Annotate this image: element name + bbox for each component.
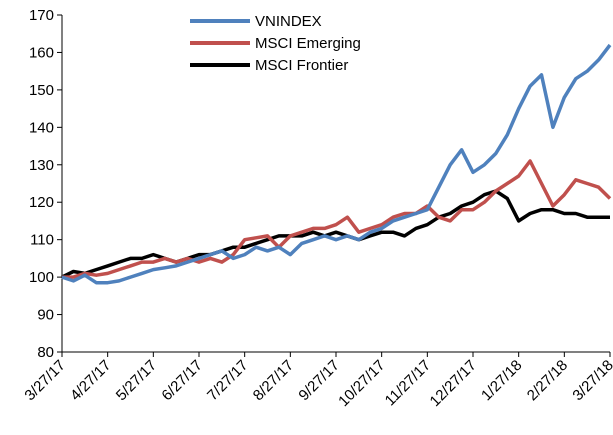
x-tick-label: 1/27/18 bbox=[478, 357, 525, 404]
x-tick-label: 4/27/17 bbox=[67, 357, 114, 404]
x-tick-label: 3/27/18 bbox=[569, 357, 613, 404]
x-tick-label: 11/27/17 bbox=[382, 357, 435, 410]
x-tick-label: 2/27/18 bbox=[524, 357, 571, 404]
x-tick-label: 5/27/17 bbox=[113, 357, 160, 404]
x-tick-label: 10/27/17 bbox=[335, 357, 388, 410]
y-tick-label: 120 bbox=[29, 194, 54, 211]
series-line bbox=[61, 43, 612, 285]
y-tick-label: 160 bbox=[29, 44, 54, 61]
y-tick-label: 130 bbox=[29, 157, 54, 174]
legend-label: MSCI Emerging bbox=[255, 35, 361, 52]
y-tick-label: 100 bbox=[29, 269, 54, 286]
x-tick-label: 8/27/17 bbox=[250, 357, 297, 404]
x-tick-label: 3/27/17 bbox=[21, 357, 68, 404]
y-tick-label: 80 bbox=[37, 344, 54, 361]
y-tick-label: 170 bbox=[29, 7, 54, 24]
y-tick-label: 110 bbox=[30, 232, 54, 249]
legend-label: VNINDEX bbox=[255, 13, 322, 30]
y-tick-label: 90 bbox=[37, 307, 54, 324]
series-line bbox=[61, 189, 610, 279]
legend-label: MSCI Frontier bbox=[255, 57, 348, 74]
x-tick-label: 6/27/17 bbox=[158, 357, 205, 404]
y-tick-label: 150 bbox=[29, 82, 54, 99]
x-tick-label: 7/27/17 bbox=[204, 357, 251, 404]
series-line bbox=[62, 159, 612, 279]
x-tick-label: 12/27/17 bbox=[427, 357, 480, 410]
y-tick-label: 140 bbox=[29, 119, 54, 136]
